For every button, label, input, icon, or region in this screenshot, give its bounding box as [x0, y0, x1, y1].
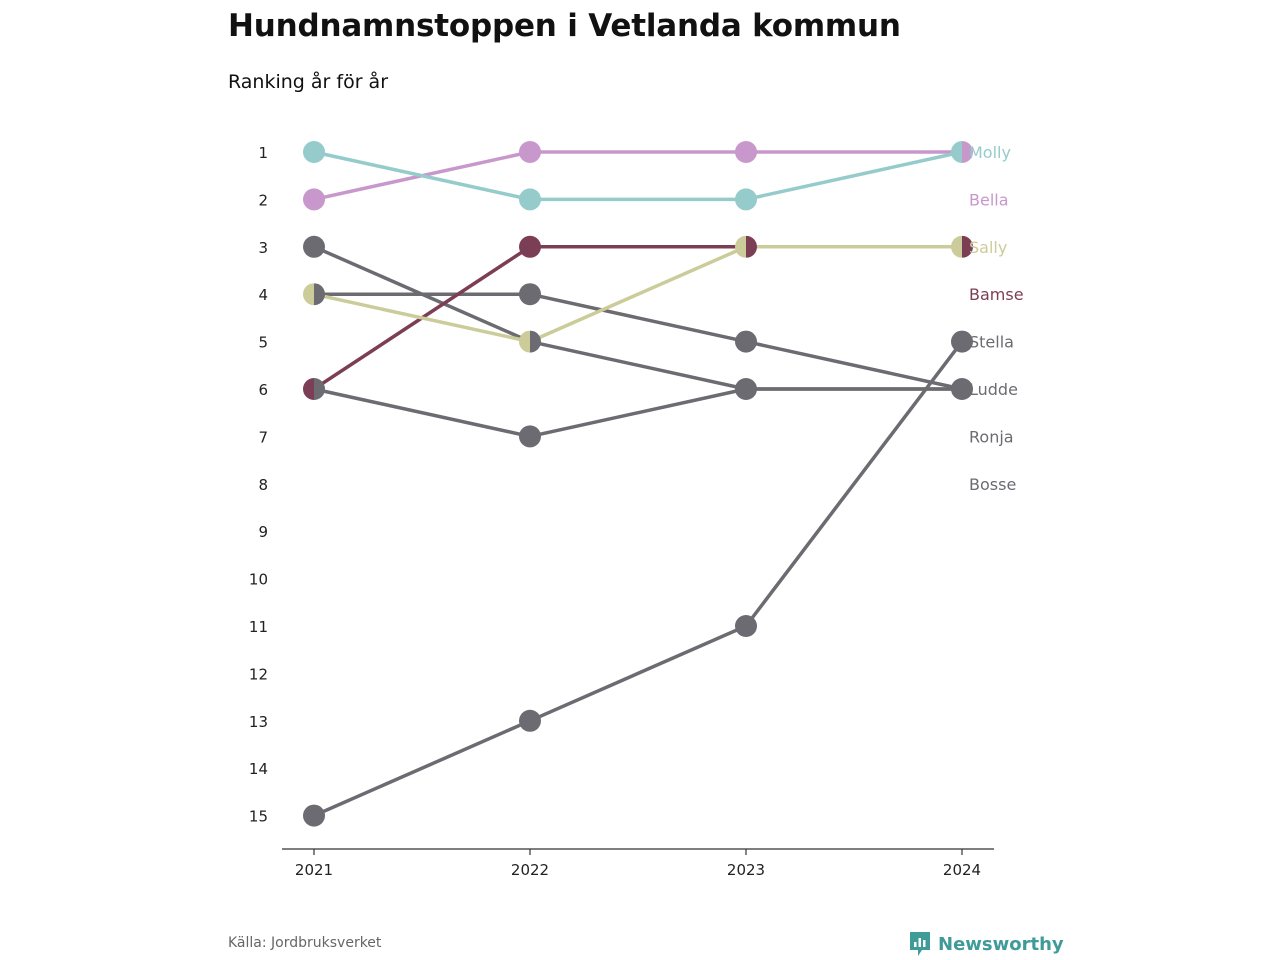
point-stella-2022 — [519, 709, 541, 732]
point-bella-2022 — [519, 141, 541, 163]
series-label-ronja: Ronja — [969, 427, 1014, 446]
series-label-sally: Sally — [969, 238, 1007, 257]
point-bamse-2023 — [746, 235, 757, 258]
point-molly-2021 — [303, 141, 325, 163]
point-molly-2024 — [951, 141, 962, 163]
y-tick-label: 6 — [258, 381, 268, 399]
y-tick-label: 7 — [258, 428, 268, 446]
series-line-bella — [312, 150, 964, 202]
y-tick-label: 13 — [249, 713, 268, 731]
series-label-molly: Molly — [969, 143, 1011, 162]
y-tick-label: 5 — [258, 334, 268, 352]
series-line-bosse — [312, 387, 964, 439]
point-molly-2023 — [735, 188, 757, 211]
series-points — [303, 141, 973, 827]
point-ludde-2024 — [951, 378, 973, 400]
point-stella-2024 — [951, 330, 973, 353]
series-label-ludde: Ludde — [969, 380, 1018, 399]
point-bamse-2021 — [303, 378, 314, 400]
series-label-bamse: Bamse — [969, 285, 1024, 304]
x-tick-label: 2023 — [727, 861, 765, 879]
point-ronja-2022 — [519, 283, 541, 306]
point-ludde-2021 — [303, 235, 325, 258]
y-tick-label: 10 — [249, 571, 268, 589]
y-tick-label: 15 — [249, 808, 268, 826]
point-bamse-2022 — [519, 235, 541, 258]
y-tick-label: 4 — [258, 286, 268, 304]
point-molly-2022 — [519, 188, 541, 211]
y-tick-label: 2 — [258, 191, 268, 209]
source-note: Källa: Jordbruksverket — [228, 935, 382, 951]
chart-subtitle: Ranking år för år — [228, 71, 389, 93]
series-line-ronja — [312, 292, 964, 391]
x-tick-label: 2024 — [943, 861, 981, 879]
y-tick-label: 12 — [249, 665, 268, 683]
point-ronja-2021 — [314, 283, 325, 306]
newsworthy-icon — [910, 932, 930, 956]
point-sally-2024 — [951, 235, 962, 258]
point-stella-2023 — [735, 615, 757, 637]
chart-title: Hundnamnstoppen i Vetlanda kommun — [228, 8, 901, 44]
y-tick-label: 3 — [258, 239, 268, 257]
point-sally-2023 — [735, 235, 746, 258]
y-tick-label: 11 — [249, 618, 268, 636]
series-labels: Molly Bella Sally Bamse Stella Ludde Ronja Boss… — [969, 143, 1024, 494]
series-line-stella — [312, 339, 964, 818]
point-bosse-2021 — [314, 378, 325, 400]
series-label-bella: Bella — [969, 190, 1009, 209]
series-lines — [312, 150, 964, 818]
series-label-stella: Stella — [969, 333, 1014, 352]
point-bella-2021 — [303, 188, 325, 211]
point-ludde-2022 — [530, 330, 541, 353]
point-ludde-2023 — [735, 378, 757, 400]
series-line-ludde — [312, 245, 964, 391]
point-bosse-2022 — [519, 425, 541, 448]
point-bamse-2024 — [962, 235, 973, 258]
brand-name: Newsworthy — [938, 933, 1064, 955]
point-bella-2023 — [735, 141, 757, 163]
point-bella-2024 — [962, 141, 973, 163]
point-stella-2021 — [303, 804, 325, 827]
brand-logo: Newsworthy — [908, 930, 1064, 958]
series-line-molly — [312, 150, 964, 202]
series-label-bosse: Bosse — [969, 475, 1016, 494]
x-tick-label: 2022 — [511, 861, 549, 879]
series-line-sally — [312, 245, 964, 344]
point-ronja-2023 — [735, 330, 757, 353]
point-sally-2022 — [519, 330, 530, 353]
point-sally-2021 — [303, 283, 314, 306]
y-tick-label: 9 — [258, 523, 268, 541]
y-tick-label: 14 — [249, 760, 268, 778]
y-tick-label: 1 — [258, 144, 268, 162]
x-tick-label: 2021 — [295, 861, 333, 879]
y-tick-label: 8 — [258, 476, 268, 494]
